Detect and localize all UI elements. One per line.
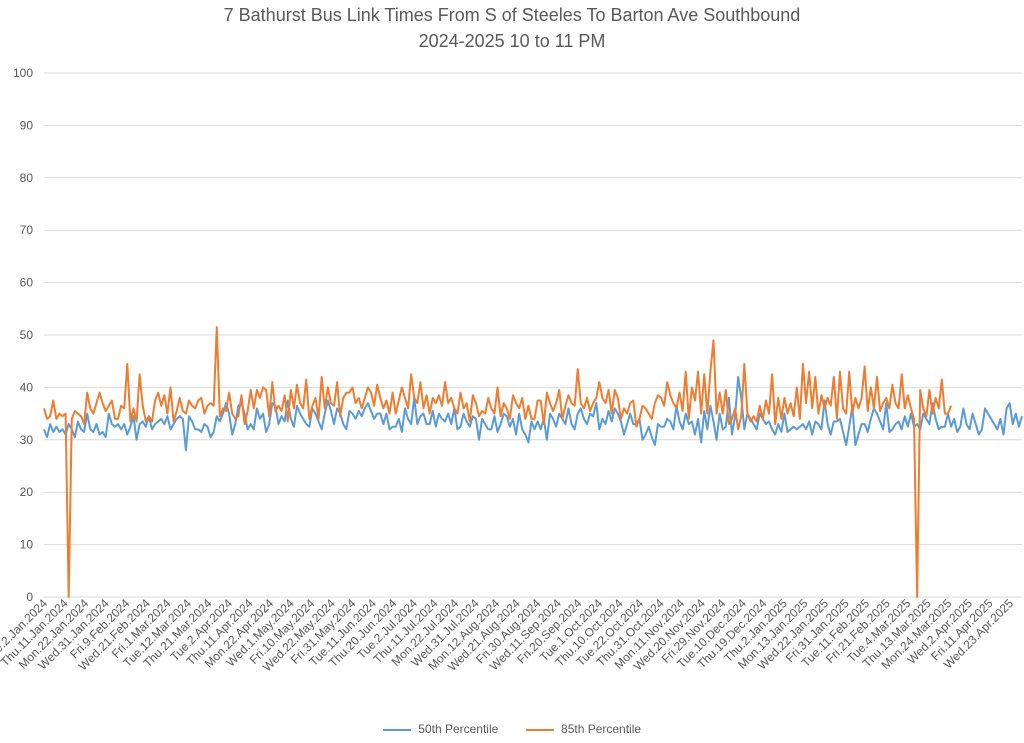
legend-label-85th: 85th Percentile xyxy=(561,722,642,736)
x-axis-ticks: Tue.2.Jan.2024Thu.11.Jan.2024Mon.22.Jan.… xyxy=(0,596,1016,674)
y-tick-label: 20 xyxy=(20,485,34,499)
legend-item-50th: 50th Percentile xyxy=(382,722,499,736)
y-tick-label: 30 xyxy=(20,433,34,447)
legend-label-50th: 50th Percentile xyxy=(418,722,499,736)
chart-subtitle: 2024-2025 10 to 11 PM xyxy=(418,31,606,51)
y-tick-label: 100 xyxy=(13,66,33,80)
legend-swatch-50th xyxy=(382,728,411,731)
legend-item-85th: 85th Percentile xyxy=(525,722,642,736)
series-line-50th-percentile xyxy=(43,375,1023,452)
y-tick-label: 50 xyxy=(20,328,34,342)
y-tick-label: 0 xyxy=(26,590,33,604)
series-line-85th-percentile xyxy=(43,326,952,598)
y-tick-label: 60 xyxy=(20,276,34,290)
y-tick-label: 70 xyxy=(20,223,34,237)
series-lines xyxy=(43,326,1023,598)
y-tick-label: 80 xyxy=(20,171,34,185)
chart-title: 7 Bathurst Bus Link Times From S of Stee… xyxy=(223,5,801,25)
legend: 50th Percentile 85th Percentile xyxy=(0,722,1024,736)
y-tick-label: 90 xyxy=(20,118,34,132)
y-tick-label: 40 xyxy=(20,380,34,394)
y-tick-label: 10 xyxy=(20,538,34,552)
gridlines xyxy=(44,72,1022,598)
y-axis-ticks: 0 10 20 30 40 50 60 70 80 90 100 xyxy=(13,66,33,604)
legend-swatch-85th xyxy=(525,728,554,731)
